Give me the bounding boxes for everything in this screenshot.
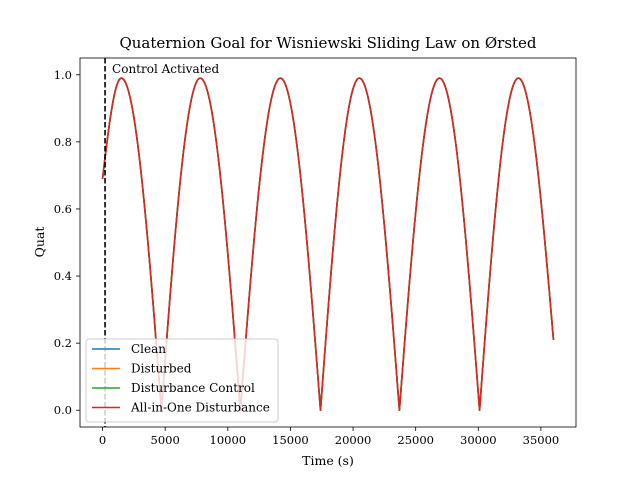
x-axis-label: Time (s)	[302, 453, 354, 468]
x-tick-label: 15000	[272, 433, 309, 447]
y-tick-label: 1.0	[54, 68, 72, 82]
legend-label: Disturbed	[131, 362, 192, 376]
x-tick-label: 10000	[210, 433, 247, 447]
legend-box	[85, 338, 279, 423]
x-tick-label: 20000	[335, 433, 372, 447]
y-tick-label: 0.2	[54, 336, 72, 350]
legend-label: Clean	[131, 342, 166, 356]
y-tick-label: 0.4	[54, 269, 72, 283]
x-tick-label: 5000	[151, 433, 180, 447]
legend-label: All-in-One Disturbance	[130, 401, 270, 415]
y-tick-label: 0.6	[54, 202, 72, 216]
y-axis-label: Quat	[32, 227, 47, 258]
x-tick-label: 0	[99, 433, 106, 447]
x-tick-label: 35000	[523, 433, 560, 447]
y-tick-label: 0.8	[54, 135, 72, 149]
legend-entries: Clean Disturbed Disturbance Control All-in-…	[92, 342, 270, 415]
legend: Clean Disturbed Disturbance Control All-in-…	[85, 338, 279, 423]
x-tick-label: 25000	[397, 433, 434, 447]
y-tick-label: 0.0	[54, 403, 72, 417]
axes-frame	[79, 57, 577, 428]
chart-title: Quaternion Goal for Wisniewski Sliding L…	[119, 34, 536, 52]
x-axis-ticks: 0 5000 10000 15000 20000 25000 30000 35000	[99, 427, 559, 447]
y-axis-ticks: 0.0 0.2 0.4 0.6 0.8 1.0	[54, 68, 80, 417]
control-activated-label: Control Activated	[112, 62, 219, 76]
legend-label: Disturbance Control	[131, 381, 255, 395]
x-tick-label: 30000	[460, 433, 497, 447]
